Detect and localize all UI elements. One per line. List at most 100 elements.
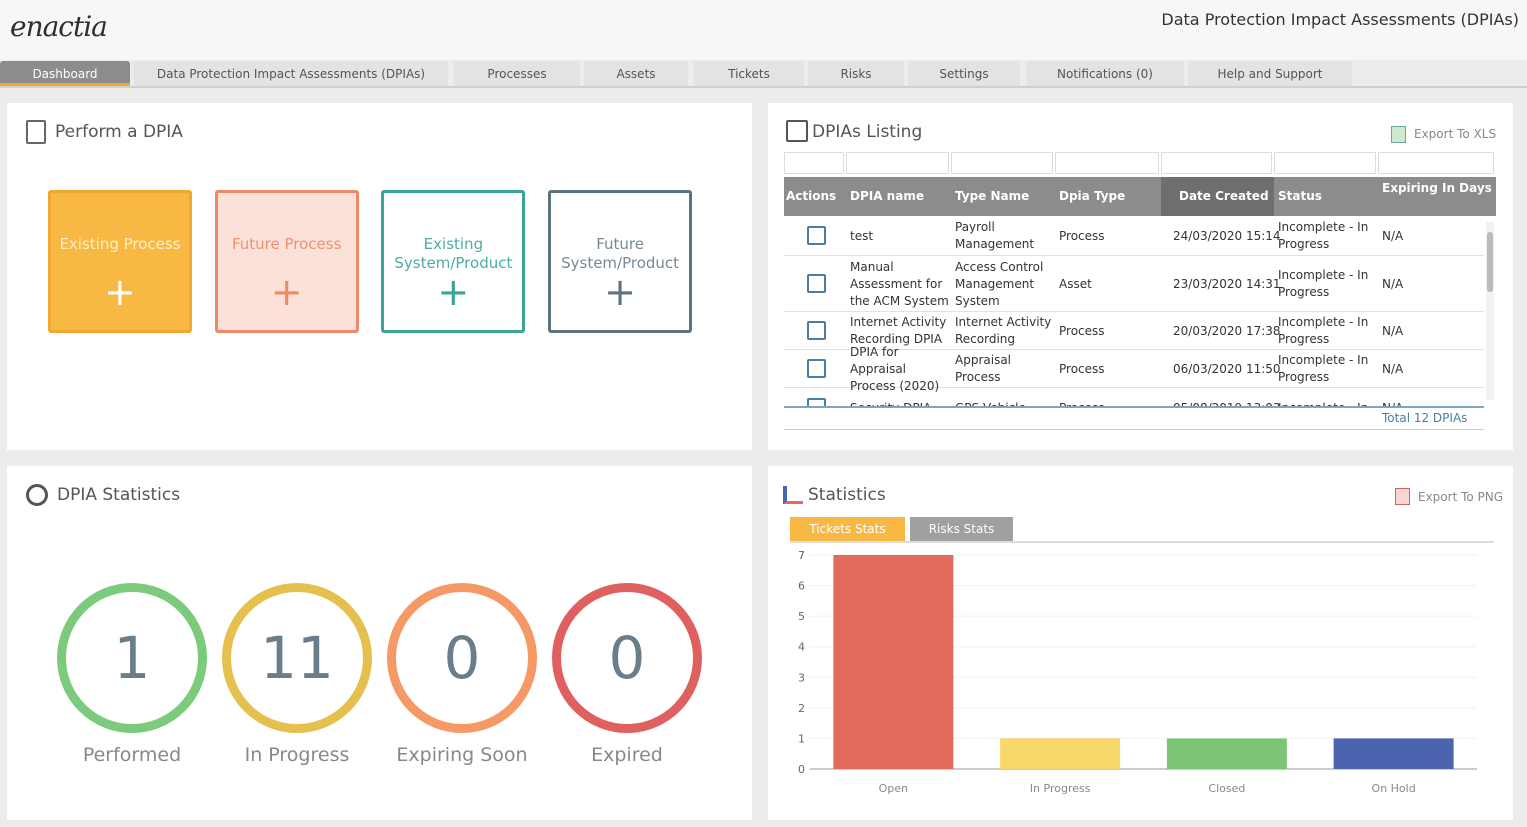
- plus-icon: +: [604, 270, 636, 314]
- table-cell: 20/03/2020 17:38: [1173, 323, 1281, 338]
- panel-title: Perform a DPIA: [55, 122, 183, 142]
- x-tick-label: Closed: [1208, 782, 1245, 795]
- export-link[interactable]: Export To XLS: [1414, 127, 1497, 141]
- nav-tab[interactable]: Notifications (0): [1026, 61, 1184, 86]
- dpia-card[interactable]: Existing Process +: [48, 190, 192, 333]
- stat-ring: 0: [387, 583, 537, 733]
- logo[interactable]: enactia: [10, 10, 108, 43]
- table-cell: Access Control Management System: [955, 259, 1044, 308]
- stat-ring: 0: [552, 583, 702, 733]
- bar: [1166, 738, 1287, 769]
- table-cell: Internet Activity Recording DPIA: [850, 315, 947, 346]
- table-cell: Internet Activity Recording: [955, 315, 1052, 346]
- table-cell: Appraisal Process: [955, 353, 1012, 384]
- column-header[interactable]: Actions: [784, 177, 846, 216]
- y-tick-label: 4: [798, 641, 805, 654]
- nav-tab[interactable]: Dashboard: [0, 61, 130, 86]
- filter-cell[interactable]: [951, 152, 1053, 174]
- table-cell: 06/03/2020 11:50: [1173, 361, 1281, 376]
- panel: [768, 103, 1513, 450]
- export-link[interactable]: Export To PNG: [1418, 490, 1504, 504]
- column-header[interactable]: Status: [1274, 177, 1378, 216]
- dpia-card[interactable]: Future Process +: [214, 190, 359, 333]
- edit-icon[interactable]: [807, 274, 826, 293]
- table-row: Manual Assessment for the ACM System Acce…: [784, 256, 1484, 312]
- filter-cell[interactable]: [846, 152, 949, 174]
- tab-underline: [790, 541, 1494, 543]
- table-cell: Process: [1059, 228, 1105, 243]
- filter-cell[interactable]: [1055, 152, 1159, 174]
- nav-tab[interactable]: Risks: [808, 61, 904, 86]
- stat-value: 11: [260, 624, 334, 692]
- table-cell: N/A: [1382, 228, 1404, 243]
- edit-icon[interactable]: [807, 321, 826, 340]
- column-header[interactable]: Expiring In Days: [1378, 177, 1496, 216]
- panel-title: DPIA Statistics: [57, 485, 181, 505]
- page-title: Data Protection Impact Assessments (DPIA…: [1161, 10, 1519, 29]
- y-tick-label: 1: [798, 732, 805, 745]
- stats-tab[interactable]: Risks Stats: [910, 517, 1013, 541]
- filter-cell[interactable]: [1161, 152, 1272, 174]
- stats-tab[interactable]: Tickets Stats: [790, 517, 905, 541]
- total-count: Total 12 DPIAs: [1382, 411, 1468, 425]
- dpia-card[interactable]: Existing System/Product +: [381, 190, 526, 333]
- table-body: test Payroll Management Process 24/03/2020 …: [784, 216, 1496, 406]
- nav-tab[interactable]: Settings: [908, 61, 1020, 86]
- y-tick-label: 0: [798, 763, 805, 776]
- filter-cell[interactable]: [1378, 152, 1494, 174]
- filter-cell[interactable]: [1274, 152, 1376, 174]
- bar: [1333, 738, 1454, 769]
- plus-icon: +: [270, 270, 303, 314]
- table-cell: Asset: [1059, 276, 1092, 291]
- y-tick-label: 7: [798, 549, 805, 562]
- bar: [833, 555, 954, 769]
- stat-value: 1: [113, 624, 151, 692]
- table-row: DPIA for Appraisal Process (2020) Apprais…: [784, 345, 1484, 393]
- stat-label: Performed: [82, 744, 182, 766]
- export-icon: [1395, 488, 1410, 505]
- edit-icon[interactable]: [807, 398, 826, 406]
- nav-tab[interactable]: Tickets: [694, 61, 804, 86]
- card-label: Existing System/Product: [394, 235, 513, 272]
- y-tick-label: 2: [798, 702, 805, 715]
- stat-value: 0: [443, 624, 481, 692]
- icon: [26, 484, 48, 506]
- x-tick-label: Open: [879, 782, 908, 795]
- stat-label: In Progress: [244, 744, 350, 766]
- card-label: Future System/Product: [561, 235, 680, 272]
- column-header[interactable]: Dpia Type: [1055, 177, 1161, 216]
- edit-icon[interactable]: [807, 359, 826, 378]
- stat-label: Expiring Soon: [396, 744, 528, 766]
- table-footer: [784, 406, 1484, 430]
- bar-chart: 0 1 2 3 4 5 6 7 Open In Progress Closed On Hold: [798, 549, 1477, 795]
- table-cell: Security DPIA: [850, 388, 951, 407]
- table-cell: N/A: [1382, 323, 1404, 338]
- column-header[interactable]: Type Name: [951, 177, 1055, 216]
- edit-icon[interactable]: [807, 226, 826, 245]
- stat-label: Expired: [591, 744, 663, 766]
- column-header[interactable]: DPIA name: [846, 177, 951, 216]
- nav-tab[interactable]: Processes: [454, 61, 580, 86]
- bar: [1000, 738, 1121, 769]
- nav-tab[interactable]: Data Protection Impact Assessments (DPIA…: [134, 61, 448, 86]
- filter-cell[interactable]: [784, 152, 844, 174]
- plus-icon: +: [104, 270, 136, 314]
- table-cell: Payroll Management: [955, 220, 1035, 251]
- table-cell: Incomplete - In Progress: [1278, 315, 1369, 346]
- y-tick-label: 6: [798, 580, 805, 593]
- table-row: Internet Activity Recording DPIA Internet…: [784, 312, 1484, 350]
- table-cell: 23/03/2020 14:31: [1173, 276, 1281, 291]
- column-header[interactable]: Date Created: [1161, 177, 1274, 216]
- x-tick-label: In Progress: [1030, 782, 1091, 795]
- nav-tab[interactable]: Assets: [584, 61, 688, 86]
- scroll-thumb[interactable]: [1487, 232, 1493, 292]
- nav-tab[interactable]: Help and Support: [1188, 61, 1352, 86]
- header-bar: [0, 0, 1527, 60]
- x-tick-label: On Hold: [1372, 782, 1416, 795]
- table-cell: N/A: [1382, 361, 1404, 376]
- card-label: Future Process: [231, 235, 342, 253]
- dpia-card[interactable]: Future System/Product +: [548, 190, 693, 333]
- stat-ring: 11: [222, 583, 372, 733]
- stat-ring: 1: [57, 583, 207, 733]
